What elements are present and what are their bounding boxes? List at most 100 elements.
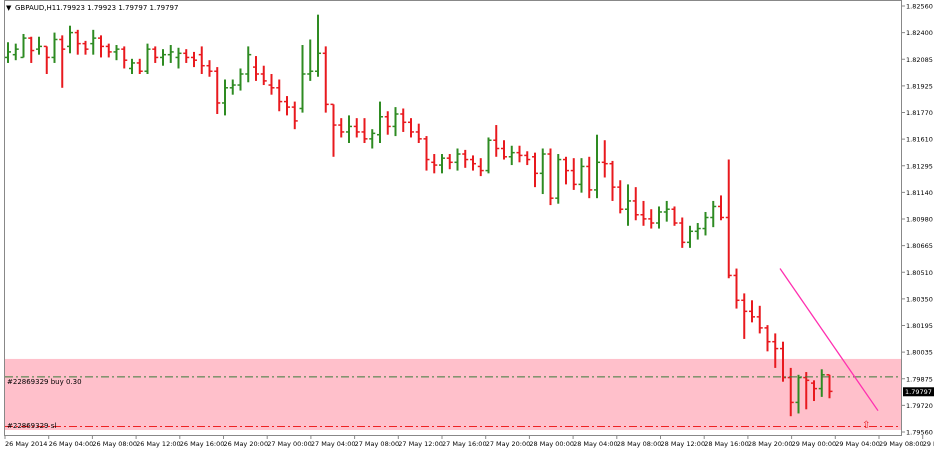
price-tick-label: 1.80665	[906, 242, 933, 250]
stop-loss-label: #22869329 sl	[7, 422, 56, 430]
time-tick-label: 28 May 20:00	[748, 440, 793, 448]
current-price-label: 1.79797	[905, 388, 932, 396]
time-tick-label: 26 May 08:00	[92, 440, 137, 448]
price-axis[interactable]: 1.82560 1.82400 1.82085 1.81925 1.81770 1.816…	[901, 3, 933, 437]
ohlc-bar	[90, 29, 97, 55]
price-tick-label: 1.82560	[906, 3, 933, 11]
ohlc-bar	[392, 107, 399, 137]
current-price-marker: 1.79797	[903, 387, 934, 397]
ohlc-bar	[609, 160, 616, 201]
ohlc-bar	[826, 374, 833, 399]
ohlc-bar	[454, 148, 461, 171]
ohlc-bar	[113, 45, 120, 61]
ohlc-bar	[214, 67, 221, 115]
symbol-label: GBPAUD,H1	[15, 4, 56, 12]
time-axis[interactable]: 26 May 2014 26 May 04:00 26 May 08:00 26 Ma…	[4, 435, 934, 448]
ohlc-bar	[625, 184, 631, 226]
time-tick-label: 27 May 08:00	[355, 440, 400, 448]
ohlc-bar	[43, 45, 50, 74]
time-tick-label: 29 May 00:00	[792, 440, 837, 448]
ohlc-bar	[245, 46, 252, 83]
time-tick-label: 26 May 20:00	[224, 440, 269, 448]
time-tick-label: 28 May 04:00	[573, 440, 618, 448]
time-tick-label: 29 May 12:00	[923, 440, 934, 448]
ohlc-bar	[152, 46, 159, 63]
ohlc-bar	[679, 217, 686, 248]
time-tick-label: 28 May 16:00	[704, 440, 749, 448]
ohlc-bar	[818, 369, 825, 397]
ohlc-bar	[656, 206, 662, 229]
ohlc-bar	[756, 305, 763, 334]
ohlc-bar	[276, 79, 283, 112]
buy-order-label: #22869329 buy 0.30	[7, 378, 82, 386]
ohlc-bar	[167, 45, 174, 63]
trendline[interactable]	[779, 268, 879, 412]
time-tick-label: 28 May 08:00	[617, 440, 662, 448]
ohlc-bar	[555, 154, 562, 204]
ohlc-bar	[764, 325, 771, 352]
ohlc-bar	[532, 152, 538, 188]
ohlc-bar	[570, 158, 577, 190]
ohlc-bar	[191, 51, 197, 68]
price-tick-label: 1.80195	[906, 322, 933, 330]
ohlc-bar	[462, 149, 469, 168]
price-tick-label: 1.79875	[906, 375, 933, 383]
price-tick-label: 1.81770	[906, 109, 933, 117]
ohlc-bar	[284, 96, 290, 116]
time-tick-label: 27 May 00:00	[267, 440, 312, 448]
ohlc-bar	[198, 46, 205, 74]
ohlc-bar	[346, 115, 352, 143]
ohlc-bar	[415, 123, 422, 143]
ohlc-bar	[446, 154, 453, 170]
ohlc-bar	[253, 56, 259, 81]
ohlc-bar	[725, 159, 732, 279]
ohlc-bar	[183, 49, 190, 63]
price-tick-label: 1.81610	[906, 136, 933, 144]
ohlc-bar	[702, 211, 709, 236]
ohlc-bar	[322, 46, 329, 113]
ohlc-bar	[718, 195, 724, 221]
ohlc-bar	[408, 118, 414, 138]
ohlc-bar	[524, 151, 531, 166]
ohlc-bar	[617, 180, 624, 214]
ohlc-bar	[780, 341, 786, 382]
ohlc-bar	[377, 101, 383, 143]
time-tick-label: 27 May 16:00	[442, 440, 487, 448]
price-tick-label: 1.82085	[906, 56, 933, 64]
price-bars	[5, 14, 833, 417]
price-tick-label: 1.82400	[906, 29, 933, 37]
price-tick-label: 1.80510	[906, 269, 933, 277]
ohlc-bar	[811, 380, 817, 402]
dropdown-triangle-icon[interactable]: ▼	[6, 4, 12, 12]
time-tick-label: 28 May 00:00	[529, 440, 574, 448]
price-tick-label: 1.80350	[906, 295, 933, 303]
plot-frame	[4, 0, 902, 436]
price-tick-label: 1.81140	[906, 189, 933, 197]
time-tick-label: 29 May 08:00	[879, 440, 924, 448]
ohlc-bar	[640, 200, 647, 226]
ohlc-bar	[144, 43, 151, 74]
ohlc-bar	[663, 200, 670, 222]
ohlc-bar	[710, 200, 717, 228]
ohlc-bar	[594, 134, 600, 199]
ohlc-bar	[733, 268, 740, 309]
ohlc-bar	[51, 32, 58, 63]
ohlc-bar	[12, 43, 19, 61]
ohlc-bar	[74, 29, 81, 55]
ohlc-bar	[423, 136, 430, 171]
ohlc-bar	[772, 333, 779, 368]
arrow-up-icon: ⇧	[862, 420, 870, 431]
ohlc-bar	[330, 103, 337, 157]
ohlc-bar	[59, 35, 66, 88]
ohlc-bar	[291, 101, 298, 130]
ohlc-bar	[175, 47, 182, 69]
ohlc-bar	[36, 36, 42, 55]
price-tick-label: 1.80035	[906, 349, 933, 357]
ohlc-bar	[260, 65, 267, 86]
ohlc-bar	[470, 155, 476, 171]
ohlc-bar	[648, 209, 655, 229]
ohlc-bar	[400, 108, 407, 132]
ohlc-bar	[671, 206, 678, 226]
